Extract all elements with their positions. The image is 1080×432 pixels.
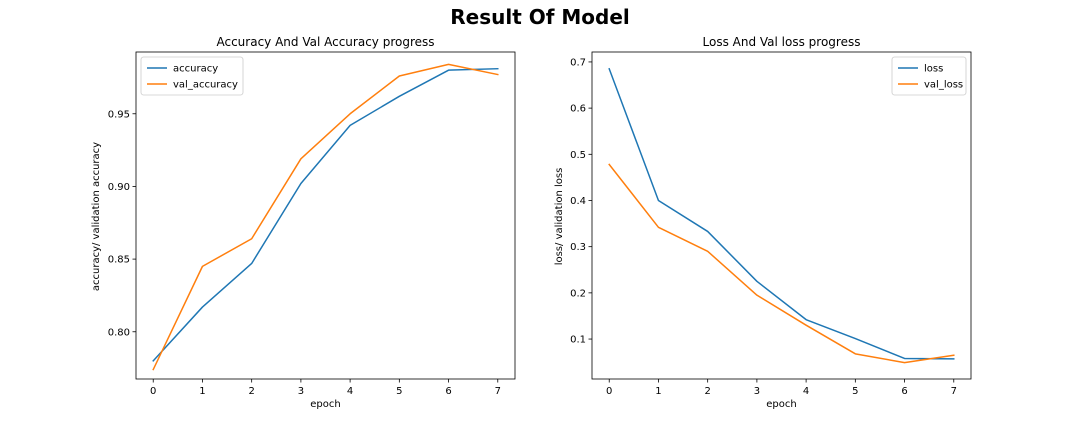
x-tick-label: 2 (248, 386, 254, 397)
legend-label: val_loss (924, 80, 963, 91)
x-tick-label: 6 (445, 386, 451, 397)
x-axis-label: epoch (310, 399, 340, 410)
y-tick-label: 0.1 (570, 335, 586, 346)
x-tick-label: 0 (606, 386, 612, 397)
x-tick-label: 6 (901, 386, 907, 397)
y-tick-label: 0.4 (570, 196, 586, 207)
legend: loss val_loss (891, 56, 967, 96)
x-tick-label: 2 (704, 386, 710, 397)
y-tick-label: 0.3 (570, 242, 586, 253)
x-tick-label: 4 (347, 386, 353, 397)
legend-label: val_accuracy (173, 80, 238, 91)
legend-box (891, 56, 967, 96)
x-tick-label: 1 (655, 386, 661, 397)
accuracy-chart: Accuracy And Val Accuracy progress epoch… (91, 35, 516, 410)
y-tick-label: 0.95 (108, 109, 130, 120)
y-axis-label: loss/ validation loss (554, 168, 565, 266)
y-axis-label: accuracy/ validation accuracy (91, 142, 102, 291)
x-tick-label: 0 (150, 386, 156, 397)
y-tick-label: 0.90 (108, 182, 130, 193)
y-tick-label: 0.80 (108, 327, 130, 338)
x-tick-label: 1 (199, 386, 205, 397)
series-line-val-loss (608, 163, 955, 364)
x-tick-label: 7 (495, 386, 501, 397)
y-tick-label: 0.85 (108, 255, 130, 266)
x-tick-label: 4 (803, 386, 809, 397)
x-tick-label: 7 (951, 386, 957, 397)
y-tick-label: 0.2 (570, 288, 586, 299)
series-line-loss (608, 67, 955, 360)
y-tick-label: 0.5 (570, 150, 586, 161)
legend: accuracy val_accuracy (140, 56, 244, 96)
loss-chart: Loss And Val loss progress epoch loss/ v… (554, 35, 972, 410)
legend-label: loss (924, 64, 943, 75)
chart-title: Accuracy And Val Accuracy progress (216, 35, 434, 49)
y-tick-label: 0.6 (570, 104, 586, 115)
x-axis-label: epoch (766, 399, 796, 410)
chart-title: Loss And Val loss progress (703, 35, 861, 49)
series-line-accuracy (152, 67, 499, 362)
y-tick-label: 0.7 (570, 57, 586, 68)
plot-frame (591, 51, 972, 380)
x-tick-label: 5 (396, 386, 402, 397)
plot-frame (135, 51, 516, 380)
x-tick-label: 3 (754, 386, 760, 397)
x-tick-label: 5 (852, 386, 858, 397)
legend-label: accuracy (173, 64, 218, 75)
figure-suptitle: Result Of Model (450, 5, 630, 29)
series-line-val-accuracy (152, 63, 499, 371)
legend-box (140, 56, 244, 96)
x-tick-label: 3 (298, 386, 304, 397)
